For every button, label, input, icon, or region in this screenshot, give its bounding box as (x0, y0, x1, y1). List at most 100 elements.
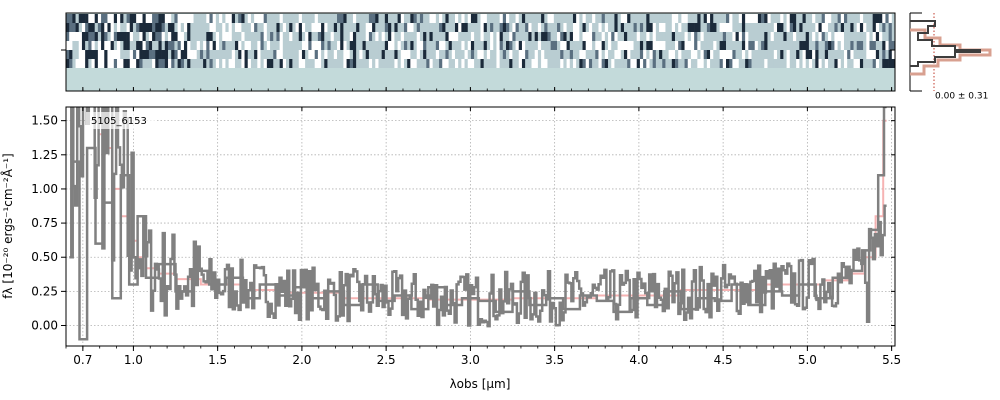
spectrum-2d-cell (209, 59, 213, 68)
spectrum-2d-cell (183, 32, 188, 41)
spectrum-2d-cell (477, 59, 481, 68)
spectrum-2d-cell (741, 41, 746, 50)
spectrum-2d-cell (834, 14, 838, 23)
spectrum-2d-cell (365, 14, 370, 23)
spectrum-2d-cell (289, 41, 293, 50)
spectrum-2d-cell (566, 50, 571, 59)
spectrum-2d-cell (557, 14, 561, 23)
spectrum-2d-cell (796, 23, 800, 32)
spectrum-2d-cell (630, 59, 634, 68)
spectrum-2d-cell (254, 32, 258, 41)
spectrum-2d-cell (678, 14, 682, 23)
spectrum-2d-cell (97, 41, 102, 50)
spectrum-2d-cell (403, 50, 408, 59)
spectrum-2d-cell (582, 41, 587, 50)
spectrum-2d-cell (767, 14, 771, 23)
spectrum-2d-cell (442, 14, 446, 23)
spectrum-2d-cell (853, 50, 858, 59)
spectrum-2d-cell (445, 50, 449, 59)
spectrum-2d-cell (499, 59, 504, 68)
spectrum-2d-cell (330, 41, 335, 50)
spectrum-2d-cell (840, 32, 845, 41)
spectrum-2d-cell (847, 32, 851, 41)
spectrum-2d-cell (576, 41, 580, 50)
spectrum-2d-cell (298, 32, 303, 41)
spectrum-2d-cell (601, 50, 606, 59)
spectrum-2d-cell (706, 32, 711, 41)
spectrum-2d-cell (470, 14, 475, 23)
spectrum-2d-cell (818, 59, 822, 68)
spectrum-2d-cell (719, 59, 724, 68)
spectrum-2d-cell (843, 59, 848, 68)
spectrum-2d-cell (203, 14, 207, 23)
spectrum-2d-cell (145, 59, 150, 68)
spectrum-2d-cell (295, 23, 300, 32)
spectrum-2d-cell (168, 50, 172, 59)
spectrum-2d-cell (432, 23, 437, 32)
spectrum-2d-cell (805, 14, 810, 23)
spectrum-2d-cell (180, 59, 185, 68)
spectrum-2d-cell (879, 59, 883, 68)
spectrum-2d-cell (352, 23, 357, 32)
spectrum-2d-cell (164, 14, 169, 23)
spectrum-2d-cell (234, 41, 239, 50)
spectrum-2d-cell (97, 14, 102, 23)
spectrum-2d-cell (152, 41, 156, 50)
spectrum-2d-cell (850, 32, 854, 41)
spectrum-2d-cell (502, 50, 507, 59)
spectrum-2d-cell (222, 41, 226, 50)
spectrum-2d-cell (448, 23, 453, 32)
spectrum-2d-cell (761, 14, 765, 23)
spectrum-2d-cell (837, 32, 842, 41)
spectrum-2d-cell (295, 32, 300, 41)
spectrum-2d-cell (145, 14, 150, 23)
spectrum-2d-cell (639, 41, 644, 50)
spectrum-2d-cell (250, 23, 255, 32)
spectrum-2d-cell (416, 32, 421, 41)
spectrum-2d-cell (735, 41, 740, 50)
spectrum-2d-cell (799, 41, 803, 50)
spectrum-2d-cell (592, 23, 596, 32)
spectrum-2d-cell (359, 59, 363, 68)
spectrum-2d-cell (126, 23, 131, 32)
spectrum-2d-cell (225, 14, 229, 23)
spectrum-2d-cell (289, 23, 293, 32)
spectrum-2d-cell (738, 59, 743, 68)
spectrum-2d-cell (783, 59, 787, 68)
spectrum-2d-cell (78, 59, 83, 68)
spectrum-2d-cell (359, 14, 363, 23)
spectrum-2d-cell (215, 50, 220, 59)
spectrum-2d-cell (486, 32, 491, 41)
spectrum-2d-cell (381, 14, 386, 23)
spectrum-2d-cell (301, 50, 306, 59)
spectrum-2d-cell (726, 23, 730, 32)
spectrum-2d-cell (777, 32, 781, 41)
spectrum-2d-cell (557, 23, 561, 32)
spectrum-2d-cell (88, 14, 92, 23)
spectrum-2d-cell (566, 32, 571, 41)
spectrum-2d-cell (528, 14, 532, 23)
spectrum-2d-cell (238, 32, 242, 41)
spectrum-2d-cell (276, 41, 280, 50)
spectrum-2d-cell (518, 14, 523, 23)
spectrum-2d-cell (394, 41, 398, 50)
spectrum-2d-cell (400, 41, 405, 50)
spectrum-2d-cell (94, 59, 99, 68)
spectrum-2d-cell (799, 14, 803, 23)
spectrum-2d-cell (397, 14, 402, 23)
spectrum-2d-cell (528, 50, 532, 59)
spectrum-2d-cell (748, 23, 752, 32)
spectrum-2d-cell (773, 41, 778, 50)
spectrum-2d-cell (196, 50, 201, 59)
spectrum-2d-cell (282, 32, 287, 41)
spectrum-2d-cell (572, 59, 577, 68)
spectrum-2d-cell (117, 23, 121, 32)
spectrum-2d-cell (317, 23, 322, 32)
spectrum-2d-cell (187, 59, 191, 68)
spectrum-2d-cell (333, 14, 338, 23)
spectrum-2d-cell (228, 41, 233, 50)
spectrum-2d-cell (171, 32, 175, 41)
spectrum-2d-cell (199, 14, 204, 23)
spectrum-2d-cell (314, 14, 319, 23)
